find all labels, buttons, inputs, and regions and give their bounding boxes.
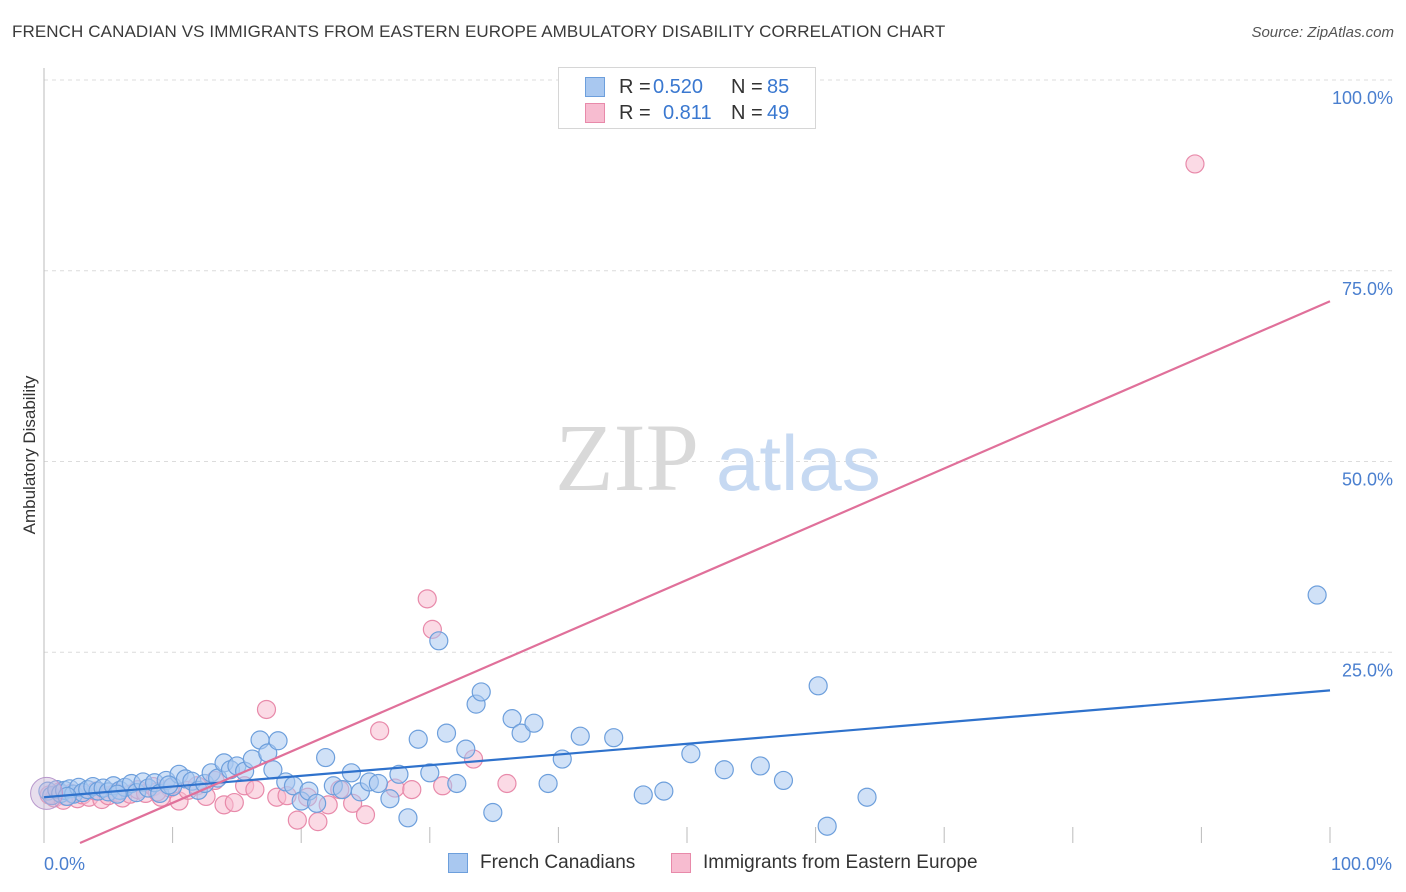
french-canadians-point xyxy=(633,785,653,805)
french-canadians-point xyxy=(307,793,327,813)
legend-item-eastern-europe[interactable]: Immigrants from Eastern Europe xyxy=(671,852,978,874)
french-canadians-point xyxy=(429,631,449,651)
correlation-legend: R = 0.520 N = 85 R = 0.811 N = 49 xyxy=(558,67,816,129)
x-tick-label: 0.0% xyxy=(44,854,85,874)
y-tick-label: 25.0% xyxy=(1342,660,1393,680)
french-canadians-point xyxy=(857,787,877,807)
x-tick-label: 100.0% xyxy=(1331,854,1392,874)
french-canadians-point xyxy=(107,784,127,804)
watermark-atlas: atlas xyxy=(716,419,881,507)
french-canadians-point xyxy=(332,779,352,800)
french-canadians-point xyxy=(420,763,440,783)
eastern-europe-point xyxy=(417,589,437,609)
legend-label: French Canadians xyxy=(480,852,636,873)
eastern-europe-point xyxy=(402,779,422,800)
french-canadians-trendline xyxy=(43,689,1331,799)
eastern-europe-point xyxy=(245,779,265,800)
french-canadians-point xyxy=(681,744,701,764)
eastern-europe-point xyxy=(355,805,376,825)
y-axis-title: Ambulatory Disability xyxy=(20,375,39,534)
french-canadians-point xyxy=(389,764,409,784)
trend-layer xyxy=(43,300,1331,845)
legend-item-french-canadians[interactable]: French Canadians xyxy=(448,852,635,874)
legend-r-label: R = xyxy=(619,75,651,98)
eastern-europe-point xyxy=(287,810,307,830)
eastern-europe-point xyxy=(370,721,390,741)
french-canadians-point xyxy=(524,713,544,733)
legend-swatch-blue xyxy=(448,853,468,873)
eastern-europe-point xyxy=(308,812,328,832)
legend-n-value: 85 xyxy=(767,75,790,98)
french-canadians-point xyxy=(159,775,179,795)
french-canadians-point xyxy=(1307,585,1327,605)
french-canadians-point xyxy=(447,773,467,794)
y-tick-label: 100.0% xyxy=(1332,88,1393,108)
french-canadians-point xyxy=(750,756,770,776)
legend-swatch-pink xyxy=(585,103,605,123)
french-canadians-point xyxy=(316,747,336,768)
eastern-europe-trendline xyxy=(79,300,1331,845)
legend-r-label: R = xyxy=(619,101,651,124)
french-canadians-point xyxy=(511,723,531,743)
french-canadians-point xyxy=(817,816,837,836)
french-canadians-point xyxy=(502,709,522,729)
french-canadians-point xyxy=(570,726,590,746)
eastern-europe-point xyxy=(497,773,517,794)
french-canadians-point xyxy=(263,760,283,780)
eastern-europe-point xyxy=(256,699,277,720)
y-tick-label: 50.0% xyxy=(1342,470,1393,490)
french-canadians-point xyxy=(456,739,476,759)
french-canadians-point xyxy=(368,773,388,794)
legend-n-value: 49 xyxy=(767,101,790,124)
legend-label: Immigrants from Eastern Europe xyxy=(703,852,978,873)
legend-swatch-pink xyxy=(671,853,691,873)
watermark-zip: ZIP xyxy=(555,404,699,511)
french-canadians-point xyxy=(808,676,828,696)
french-canadians-point xyxy=(471,682,491,702)
french-canadians-point xyxy=(714,760,734,780)
eastern-europe-point xyxy=(224,792,244,813)
watermark: ZIP atlas xyxy=(555,404,881,511)
french-canadians-point xyxy=(604,728,624,748)
french-canadians-point xyxy=(654,781,674,801)
french-canadians-point xyxy=(398,808,418,828)
legend-r-value: 0.520 xyxy=(653,75,704,98)
legend-n-label: N = xyxy=(731,101,763,124)
french-canadians-point xyxy=(408,729,428,749)
eastern-europe-point xyxy=(1185,154,1205,174)
french-canadians-point xyxy=(773,770,794,791)
legend-r-value: 0.811 xyxy=(663,101,712,124)
y-tick-label: 75.0% xyxy=(1342,279,1393,299)
french-canadians-point xyxy=(538,773,558,794)
french-canadians-point xyxy=(380,789,400,809)
source-credit: Source: ZipAtlas.com xyxy=(1251,24,1394,41)
french-canadians-point xyxy=(268,731,288,751)
chart-title: FRENCH CANADIAN VS IMMIGRANTS FROM EASTE… xyxy=(12,22,946,41)
french-canadians-point xyxy=(483,802,503,823)
legend-n-label: N = xyxy=(731,75,763,98)
legend-swatch-blue xyxy=(585,77,605,97)
series-legend: French Canadians Immigrants from Eastern… xyxy=(0,852,1406,878)
axis-layer: 25.0% 50.0% 75.0% 100.0% 0.0% 100.0% xyxy=(43,68,1393,874)
cluster-bubble xyxy=(30,776,64,810)
french-canadians-point xyxy=(436,723,457,743)
